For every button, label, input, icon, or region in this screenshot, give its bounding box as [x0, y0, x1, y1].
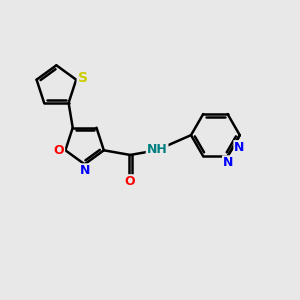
Text: NH: NH: [147, 143, 167, 156]
Text: N: N: [234, 141, 245, 154]
Text: N: N: [80, 164, 90, 177]
Text: O: O: [53, 144, 64, 157]
Text: N: N: [223, 156, 233, 169]
Text: O: O: [125, 175, 136, 188]
Text: S: S: [78, 71, 88, 85]
